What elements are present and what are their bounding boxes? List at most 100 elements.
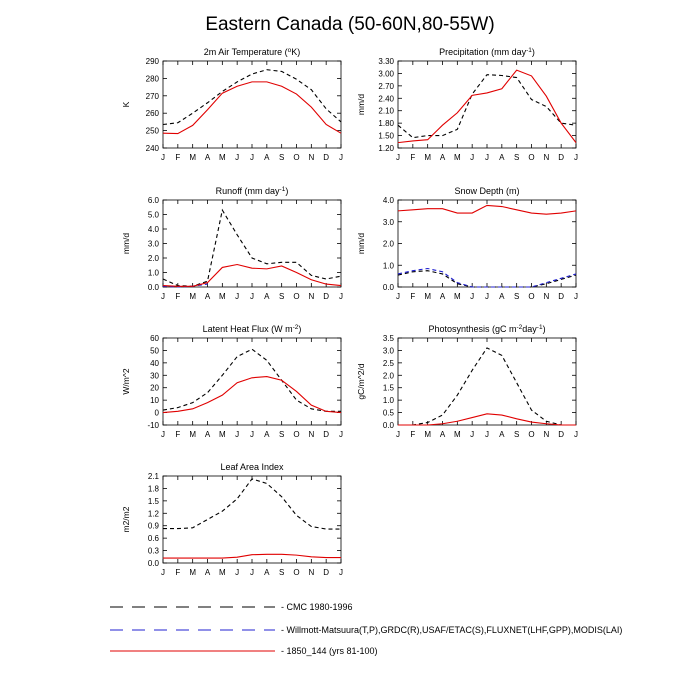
x-tick-label: F (410, 430, 415, 439)
y-tick-label: 10 (150, 396, 159, 405)
x-tick-label: J (235, 430, 239, 439)
x-tick-label: D (558, 430, 564, 439)
x-tick-label: J (485, 430, 489, 439)
plot-frame (397, 337, 577, 426)
x-tick-label: A (264, 430, 270, 439)
x-tick-label: O (528, 430, 534, 439)
x-tick-label: J (574, 430, 578, 439)
panel-title-part: Photosynthesis (gC m (428, 324, 516, 334)
x-tick-label: S (514, 292, 519, 301)
x-tick-label: F (175, 153, 180, 162)
x-tick-label: N (543, 292, 549, 301)
y-tick-label: 0.0 (383, 283, 395, 292)
x-tick-label: J (339, 292, 343, 301)
y-tick-label: 3.00 (378, 69, 394, 78)
panel-title: Photosynthesis (gC m-2day-1) (428, 324, 545, 334)
x-tick-label: D (323, 153, 329, 162)
chart-panel: Photosynthesis (gC m-2day-1) 0.0 0.5 1.0 1.5… (356, 324, 578, 439)
y-tick-label: 0.3 (148, 547, 160, 556)
x-tick-label: J (339, 568, 343, 577)
x-tick-label: F (410, 153, 415, 162)
y-tick-label: 4.0 (148, 225, 160, 234)
y-tick-label: -10 (147, 421, 159, 430)
x-tick-label: O (293, 153, 299, 162)
chart-panel: Runoff (mm day-1) 0.0 1.0 2.0 3.0 4.0 5.0 6.0 J F… (121, 186, 343, 301)
x-tick-label: A (499, 292, 505, 301)
x-tick-label: S (279, 568, 284, 577)
panel-title-part: Precipitation (mm day (439, 47, 527, 57)
series-line-obs (397, 267, 577, 288)
x-tick-label: O (528, 292, 534, 301)
y-tick-label: 1.0 (383, 261, 395, 270)
x-tick-label: D (558, 292, 564, 301)
x-tick-label: M (219, 292, 226, 301)
x-tick-label: D (558, 153, 564, 162)
x-tick-label: J (485, 292, 489, 301)
x-tick-label: J (470, 430, 474, 439)
x-tick-label: M (424, 430, 431, 439)
chart-panel: 2m Air Temperature (oK) 240 250 260 270 280 29… (121, 47, 343, 162)
y-tick-label: 3.5 (383, 334, 395, 343)
x-tick-label: F (175, 292, 180, 301)
panel-title-superscript: o (288, 47, 292, 54)
y-tick-label: 240 (146, 144, 160, 153)
plot-frame (397, 199, 577, 288)
x-tick-label: O (293, 568, 299, 577)
x-tick-label: A (440, 153, 446, 162)
legend-label: - Willmott-Matsuura(T,P),GRDC(R),USAF/ET… (281, 625, 622, 635)
chart-panel: Snow Depth (m)0.01.02.03.04.0J F M A M J J A S O N… (356, 186, 578, 301)
x-tick-label: A (205, 292, 211, 301)
x-tick-label: J (470, 153, 474, 162)
y-axis-label: mm/d (121, 233, 131, 255)
panel-title-part: ) (298, 324, 301, 334)
panel-title-part: K) (291, 47, 300, 57)
y-tick-label: 2.0 (383, 240, 395, 249)
series-line-cmc (397, 74, 577, 139)
series-line-cmc (162, 69, 342, 126)
y-axis-label: mm/d (356, 94, 366, 116)
y-tick-label: 0.6 (148, 534, 160, 543)
x-tick-label: D (323, 568, 329, 577)
y-axis-label: K (121, 101, 131, 107)
x-tick-label: F (410, 292, 415, 301)
x-tick-label: A (499, 153, 505, 162)
x-tick-label: J (574, 153, 578, 162)
y-tick-label: 1.20 (378, 144, 394, 153)
y-tick-label: 20 (150, 384, 159, 393)
plot-frame (162, 337, 342, 426)
panel-title-superscript: -2 (516, 324, 522, 331)
y-tick-label: 2.5 (383, 359, 395, 368)
x-tick-label: S (279, 430, 284, 439)
x-tick-label: S (279, 153, 284, 162)
panel-title-superscript: -1 (526, 47, 532, 54)
y-tick-label: 1.0 (148, 269, 160, 278)
x-tick-label: N (543, 430, 549, 439)
panel-title-part: 2m Air Temperature ( (204, 47, 288, 57)
panel-title-part: ) (285, 186, 288, 196)
series-line-model (162, 81, 342, 135)
y-tick-label: 60 (150, 334, 159, 343)
x-tick-label: A (440, 430, 446, 439)
y-tick-label: 5.0 (148, 211, 160, 220)
x-tick-label: J (339, 430, 343, 439)
y-tick-label: 2.40 (378, 94, 394, 103)
legend: - CMC 1980-1996 - Willmott-Matsuura(T,P),… (110, 602, 622, 656)
x-tick-label: M (189, 292, 196, 301)
legend-label: - 1850_144 (yrs 81-100) (281, 646, 378, 656)
x-tick-label: J (161, 430, 165, 439)
x-tick-label: M (219, 153, 226, 162)
panel-title-part: day (522, 324, 537, 334)
x-tick-label: M (424, 292, 431, 301)
chart-panel: Latent Heat Flux (W m-2) -10 0 10 20 30 40 50 60… (121, 324, 343, 439)
legend-label: - CMC 1980-1996 (281, 602, 353, 612)
x-tick-label: S (279, 292, 284, 301)
x-tick-label: N (308, 430, 314, 439)
chart-panels: 2m Air Temperature (oK)24025026027028029… (121, 47, 578, 577)
y-tick-label: 3.0 (383, 346, 395, 355)
y-tick-label: 250 (146, 127, 160, 136)
panel-title-part: ) (532, 47, 535, 57)
series-line-model (163, 553, 341, 559)
x-tick-label: A (440, 292, 446, 301)
x-tick-label: N (543, 153, 549, 162)
